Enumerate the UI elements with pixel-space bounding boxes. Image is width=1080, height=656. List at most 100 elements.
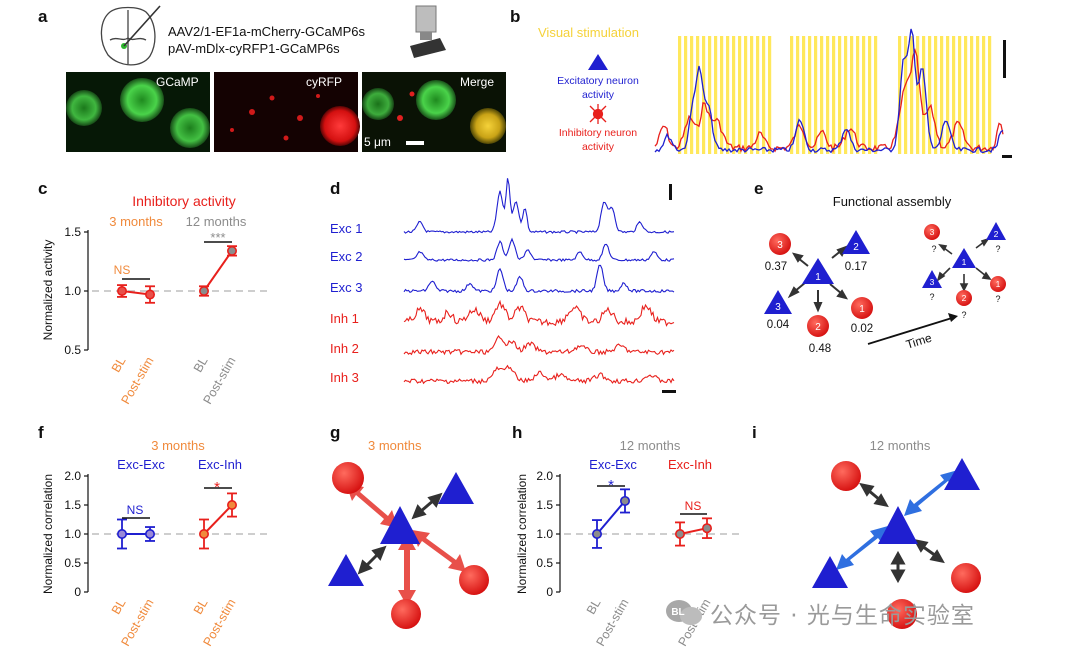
y-tick-label: 2.0 (536, 469, 553, 483)
node-id: 2 (962, 293, 967, 303)
series-exc-exc-label: Exc-Exc (589, 457, 637, 472)
legend-exc-2: activity (582, 89, 615, 101)
data-point (591, 528, 602, 539)
stim-bar (850, 36, 854, 154)
node-id: 2 (994, 229, 999, 239)
stim-bar (838, 36, 842, 154)
stim-bar (678, 36, 682, 154)
stim-bar (940, 36, 944, 154)
time-arrow: Time (867, 313, 958, 352)
panel-h-ylabel: Normalized correlation (515, 474, 529, 594)
stim-bar (832, 36, 836, 154)
panel-i-label: i (752, 423, 757, 442)
stim-bar (856, 36, 860, 154)
panel-i: i 12 months (752, 423, 981, 629)
panel-c-ylabel: Normalized activity (41, 240, 55, 341)
stim-bar (732, 36, 736, 154)
trace-label: Inh 2 (330, 341, 359, 356)
panel-i-title: 12 months (870, 438, 931, 453)
trace-exc-1 (403, 178, 675, 235)
stim-bar (910, 36, 914, 154)
stim-bar (726, 36, 730, 154)
excitatory-neuron-icon (588, 54, 608, 70)
stim-bar (928, 36, 932, 154)
stim-bar (768, 36, 772, 154)
unknown-weight: ? (929, 292, 934, 302)
trace-inh-3 (403, 364, 675, 385)
stimulation-bars (678, 36, 992, 154)
stim-bar (808, 36, 812, 154)
excitatory-neuron (328, 554, 364, 586)
y-tick-label: 1.5 (64, 498, 81, 512)
stim-bar (738, 36, 742, 154)
data-point (199, 528, 210, 539)
red-arrow (346, 484, 398, 528)
data-point (145, 289, 156, 300)
excitatory-trace (654, 28, 1004, 154)
panel-h-title: 12 months (620, 438, 681, 453)
legend-inh-1: Inhibitory neuron (559, 127, 637, 139)
weight-label: 0.48 (809, 343, 831, 355)
inhibitory-neuron (831, 461, 861, 491)
stim-bar (916, 36, 920, 154)
excitatory-neuron (812, 556, 848, 588)
micrograph-merge: Merge 5 μm (362, 72, 506, 152)
data-point (117, 285, 128, 296)
stim-bar (750, 36, 754, 154)
activity-traces (654, 28, 1004, 154)
stim-bar (970, 36, 974, 154)
stim-bar (952, 36, 956, 154)
y-tick-label: 0.5 (536, 556, 553, 570)
stim-bar (946, 36, 950, 154)
panel-b-label: b (510, 7, 520, 26)
stim-bar (744, 36, 748, 154)
series-exc-inh-label: Exc-Inh (198, 457, 242, 472)
stim-bar (868, 36, 872, 154)
trace-label: Inh 1 (330, 311, 359, 326)
inhibitory-neuron-icon (589, 104, 607, 124)
stim-bar (904, 36, 908, 154)
series-line (596, 500, 626, 535)
unknown-weight: ? (995, 294, 1000, 304)
sig-exc-exc: NS (127, 503, 144, 517)
data-point (619, 495, 630, 506)
x-tick-label: BL (191, 354, 211, 374)
panel-c-label: c (38, 179, 47, 198)
sig-exc-inh: NS (685, 499, 702, 513)
inhibitory-neuron (332, 462, 364, 494)
stim-bar (762, 36, 766, 154)
data-point (227, 499, 238, 510)
node-id: 3 (777, 240, 783, 251)
stim-bar (820, 36, 824, 154)
trace-plot (403, 178, 675, 385)
weight-label: 0.17 (845, 261, 867, 273)
node-id: 1 (815, 272, 821, 283)
panel-c: c Inhibitory activity 3 months 12 months… (38, 179, 270, 407)
panel-c-title: Inhibitory activity (132, 193, 235, 209)
y-tick-label: 1.0 (64, 284, 81, 298)
x-tick-label: BL (109, 354, 129, 374)
y-tick-label: 1.5 (536, 498, 553, 512)
unknown-weight: ? (995, 244, 1000, 254)
trace-label: Exc 3 (330, 280, 363, 295)
panel-b: b Visual stimulation Excitatory neuron a… (510, 7, 1012, 158)
inhibitory-neuron (459, 565, 489, 595)
panel-e-title: Functional assembly (833, 194, 952, 209)
microscope-icon (410, 5, 446, 58)
blue-arrow (904, 470, 958, 516)
weight-label: 0.37 (765, 261, 787, 273)
panel-f: f 3 months Exc-Exc Exc-Inh NS * Normaliz… (38, 423, 270, 649)
gcamp-label: GCaMP (156, 75, 199, 89)
group-12months-label: 12 months (186, 214, 247, 229)
legend-inh-2: activity (582, 141, 615, 153)
stim-bar (802, 36, 806, 154)
sig-3months: NS (114, 263, 131, 277)
stim-bar (696, 36, 700, 154)
trace-label: Exc 2 (330, 249, 363, 264)
y-tick-label: 1.0 (536, 527, 553, 541)
group-3months-label: 3 months (109, 214, 163, 229)
weight-label: 0.02 (851, 323, 873, 335)
panel-f-label: f (38, 423, 44, 442)
